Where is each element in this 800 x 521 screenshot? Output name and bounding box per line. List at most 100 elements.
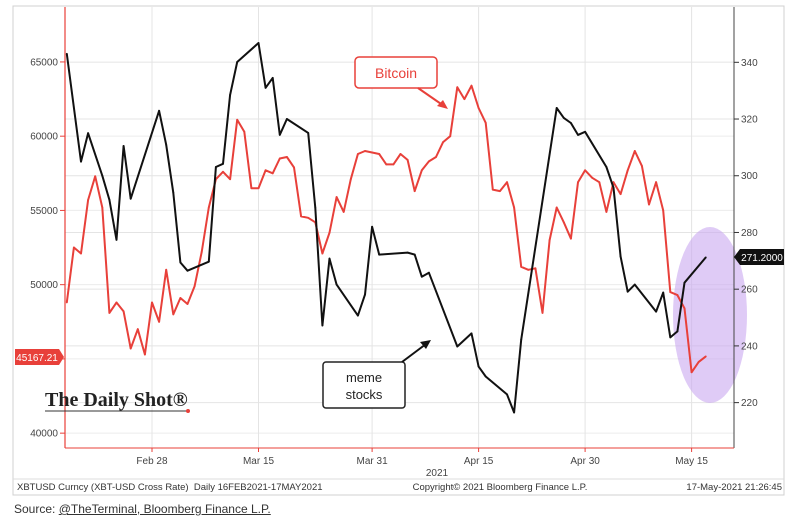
bitcoin-point <box>144 353 146 356</box>
bitcoin-label: Bitcoin <box>375 65 417 81</box>
right-tick-label: 220 <box>741 398 758 409</box>
bitcoin-point <box>605 211 608 213</box>
bitcoin-point <box>73 246 75 249</box>
meme-last-value: 271.2000 <box>741 253 783 264</box>
meme-stocks-point <box>420 275 423 278</box>
bitcoin-point <box>641 164 643 167</box>
bitcoin-point <box>555 206 558 209</box>
meme-stocks-point <box>570 122 572 124</box>
bitcoin-point <box>527 268 530 271</box>
gridlines <box>65 7 734 448</box>
bitcoin-point <box>364 150 366 152</box>
bitcoin-point <box>676 294 679 296</box>
bitcoin-point <box>165 268 168 271</box>
meme-arrow-head <box>420 340 431 349</box>
bitcoin-point <box>683 307 686 310</box>
left-tick-label: 50000 <box>30 280 58 291</box>
left-tick-label: 65000 <box>30 57 58 68</box>
meme-stocks-point <box>357 314 359 317</box>
bitcoin-point <box>484 121 487 124</box>
meme-stocks-point <box>520 338 523 341</box>
bitcoin-point <box>406 159 409 161</box>
left-tick-label: 55000 <box>30 206 58 217</box>
meme-stocks-point <box>662 291 665 294</box>
bitcoin-point <box>428 160 430 163</box>
bitcoin-last-value: 45167.21 <box>16 353 58 364</box>
bitcoin-point <box>591 176 594 179</box>
x-tick-label: Apr 30 <box>570 456 600 467</box>
bitcoin-point <box>271 172 274 175</box>
logo-text: The Daily Shot® <box>45 389 188 411</box>
meme-arrow <box>401 343 427 363</box>
x-tick-label: May 15 <box>675 456 708 467</box>
bitcoin-point <box>172 313 175 316</box>
bitcoin-point <box>243 130 246 133</box>
bitcoin-point <box>477 107 480 109</box>
bitcoin-point <box>357 153 359 155</box>
bitcoin-point <box>399 153 402 155</box>
x-tick-label: Mar 31 <box>357 456 389 467</box>
bitcoin-point <box>186 303 189 305</box>
source-link[interactable]: @TheTerminal, Bloomberg Finance L.P. <box>58 502 271 516</box>
bitcoin-point <box>250 187 253 190</box>
meme-stocks-point <box>101 174 104 177</box>
meme-stocks-point <box>179 261 182 264</box>
bitcoin-point <box>328 231 331 234</box>
bitcoin-point <box>626 169 629 172</box>
meme-stocks-point <box>335 283 338 286</box>
bitcoin-point <box>435 156 437 158</box>
bitcoin-point <box>158 320 161 323</box>
bitcoin-point <box>491 188 494 191</box>
meme-stocks-point <box>428 271 430 274</box>
meme-stocks-point <box>577 134 579 136</box>
meme-stocks-point <box>633 283 636 286</box>
bitcoin-point <box>413 190 416 193</box>
x-tick-label: Mar 15 <box>243 456 275 467</box>
meme-stocks-point <box>626 290 629 293</box>
bitcoin-point <box>108 311 111 314</box>
bitcoin-point <box>129 347 132 350</box>
meme-stocks-point <box>165 143 168 146</box>
meme-stocks-point <box>371 225 373 228</box>
bitcoin-arrow-head <box>437 100 448 109</box>
bitcoin-label-box <box>354 56 438 89</box>
meme-stocks-point <box>172 191 175 194</box>
bitcoin-point <box>506 181 508 184</box>
meme-stocks-point <box>65 52 68 55</box>
meme-stocks-point <box>669 336 672 339</box>
bitcoin-last-value-tag: 45167.21 <box>15 349 64 365</box>
bitcoin-point <box>463 98 466 100</box>
meme-stocks-point <box>207 260 210 263</box>
right-tick-label: 280 <box>741 228 758 239</box>
meme-stocks-point <box>484 375 487 378</box>
bitcoin-point <box>470 84 473 87</box>
bitcoin-point <box>442 141 444 144</box>
meme-stocks-point <box>215 166 217 168</box>
meme-stocks-point <box>683 281 686 284</box>
bitcoin-point <box>392 163 395 166</box>
bitcoin-point <box>342 211 345 213</box>
bitcoin-point <box>115 301 118 304</box>
source-line: Source: @TheTerminal, Bloomberg Finance … <box>14 502 271 516</box>
bitcoin-point <box>257 187 260 190</box>
bitcoin-point <box>541 311 544 314</box>
meme-stocks-point <box>158 109 161 112</box>
meme-stocks-point <box>257 42 260 44</box>
bitcoin-point <box>697 360 700 363</box>
bitcoin-point <box>690 371 693 374</box>
meme-stocks-point <box>413 253 416 256</box>
meme-stocks-point <box>80 160 82 163</box>
bitcoin-point <box>378 153 381 155</box>
bitcoin-point <box>151 301 153 304</box>
bitcoin-point <box>520 265 523 268</box>
bitcoin-point <box>229 178 232 181</box>
bitcoin-point <box>293 166 295 169</box>
meme-stocks-point <box>314 206 317 209</box>
bitcoin-point <box>349 178 352 181</box>
bitcoin-point <box>94 175 97 178</box>
bitcoin-point <box>286 156 288 158</box>
meme-stocks-point <box>271 77 274 79</box>
meme-label-line1: meme <box>346 370 382 385</box>
meme-stocks-point <box>470 332 473 335</box>
meme-stocks-point <box>584 130 586 133</box>
